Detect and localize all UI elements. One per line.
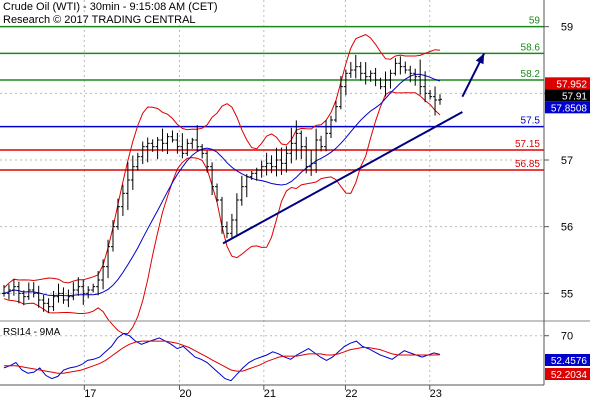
rsi-panel-title: RSI14 - 9MA [3, 327, 61, 338]
level-label-57.15: 57.15 [515, 139, 540, 150]
level-label-57.5: 57.5 [521, 116, 541, 127]
rsi-line [3, 333, 441, 382]
price-badge-bollinger: 57.952 [556, 79, 587, 90]
rsi-badge-box [545, 368, 590, 380]
rsi-badge-rsi_ma: 52.2034 [551, 370, 588, 381]
rsi-tick-label: 70 [561, 331, 573, 343]
horizontal-levels: 59 58.6 58.2 57.5 57.15 56.85 [0, 16, 544, 171]
level-label-59: 59 [529, 16, 541, 27]
price-tick-label: 57 [561, 155, 573, 167]
level-label-58.6: 58.6 [521, 42, 541, 53]
rsi-y-axis: 70 [544, 331, 573, 343]
price-badge-box [545, 77, 590, 90]
copyright-text: Research © 2017 TRADING CENTRAL [3, 14, 196, 26]
moving-average-line [3, 73, 441, 297]
price-tick-label: 56 [561, 222, 573, 234]
trend-line [222, 111, 463, 245]
price-tick-label: 55 [561, 288, 573, 300]
price-badge-box [545, 101, 590, 114]
time-tick-label: 21 [264, 388, 276, 400]
rsi-badges: 52.4576 52.2034 [545, 354, 590, 381]
rsi-badge-box [545, 354, 590, 366]
forecast-arrow-head [475, 53, 485, 65]
price-tick-label: 59 [561, 22, 573, 34]
price-badge-box [545, 89, 590, 102]
chart-title: Crude Oil (WTI) - 30min - 9:15:08 AM (CE… [3, 1, 218, 13]
rsi-lines [3, 333, 441, 382]
price-y-axis: 5958575655 [544, 22, 573, 300]
rsi-ma-line [4, 340, 441, 374]
time-tick-label: 23 [430, 388, 442, 400]
price-badge-price: 57.91 [562, 91, 587, 102]
price-badge-moving_average: 57.8508 [551, 103, 588, 114]
rsi-badge-rsi: 52.4576 [551, 356, 588, 367]
time-tick-label: 22 [345, 388, 357, 400]
time-x-axis: 17 20 21 22 23 [83, 385, 442, 400]
time-tick-label: 20 [179, 388, 191, 400]
time-tick-label: 17 [84, 388, 96, 400]
price-bars [2, 54, 442, 313]
trend-annotations [222, 52, 486, 245]
bollinger-upper-line [3, 34, 441, 289]
level-label-56.85: 56.85 [515, 159, 540, 170]
level-label-58.2: 58.2 [521, 69, 541, 80]
